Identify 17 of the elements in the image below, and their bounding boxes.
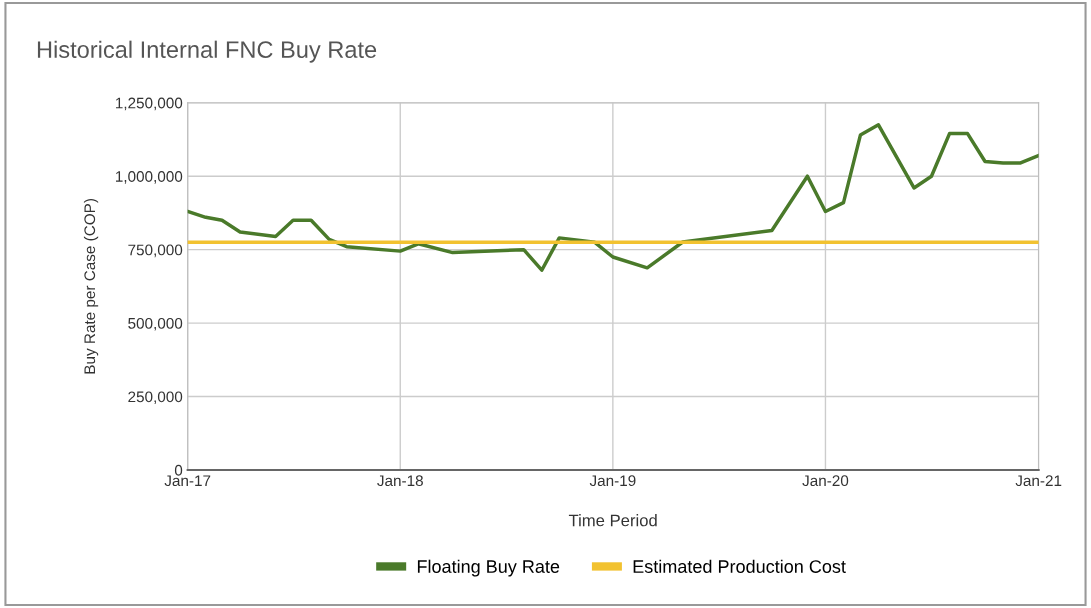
y-tick-label: 750,000 — [128, 244, 183, 258]
y-tick-label: 250,000 — [128, 391, 183, 405]
x-tick-label: Jan-20 — [802, 475, 849, 487]
x-tick-label: Jan-21 — [1015, 475, 1062, 487]
x-axis-title: Time Period — [568, 514, 657, 527]
legend-label: Floating Buy Rate — [417, 559, 560, 577]
y-tick-label: 1,250,000 — [116, 97, 183, 111]
y-tick-label: 1,000,000 — [116, 171, 183, 184]
line-series — [187, 123, 1039, 272]
legend-label: Estimated Production Cost — [633, 559, 846, 573]
x-tick-label: Jan-17 — [164, 475, 211, 487]
y-tick-label: 500,000 — [128, 317, 183, 331]
chart-title: Historical Internal FNC Buy Rate — [37, 40, 377, 63]
x-tick-label: Jan-18 — [377, 475, 423, 487]
y-axis-title: Buy Rate per Case (COP) — [83, 199, 99, 374]
y-tick-label: 0 — [174, 464, 183, 476]
x-tick-label: Jan-19 — [589, 475, 636, 487]
